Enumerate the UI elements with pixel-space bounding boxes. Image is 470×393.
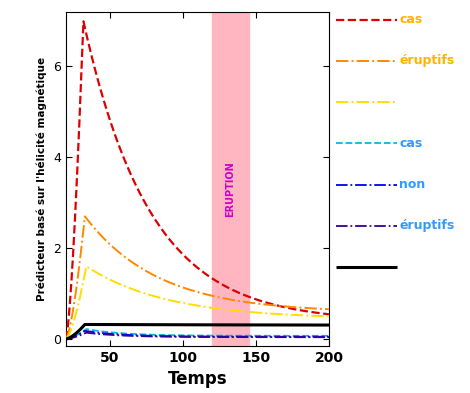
Text: éruptifs: éruptifs bbox=[400, 54, 455, 68]
Y-axis label: Prédicteur basé sur l'hélicité magnétique: Prédicteur basé sur l'hélicité magnétiqu… bbox=[37, 57, 47, 301]
Text: éruptifs: éruptifs bbox=[400, 219, 455, 233]
Text: cas: cas bbox=[400, 13, 423, 26]
Text: ERUPTION: ERUPTION bbox=[225, 161, 235, 217]
Bar bbox=[212, 12, 249, 346]
X-axis label: Temps: Temps bbox=[168, 370, 227, 388]
Text: cas: cas bbox=[400, 137, 423, 150]
Text: non: non bbox=[400, 178, 426, 191]
